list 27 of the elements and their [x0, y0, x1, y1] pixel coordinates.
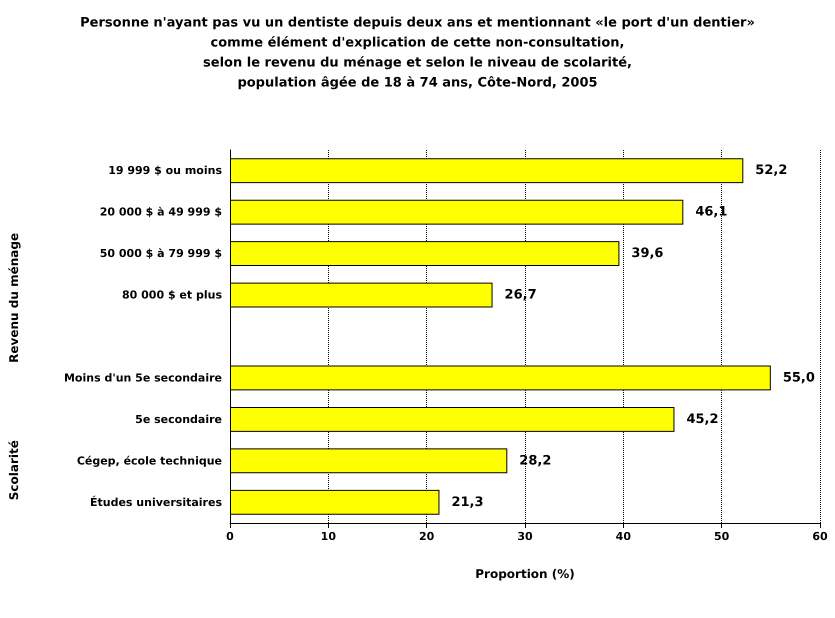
- data-label: 46,1: [695, 204, 728, 220]
- text: Revenu du ménage: [7, 232, 21, 363]
- y-tick-label: 50 000 $ à 79 999 $: [100, 247, 222, 260]
- chart-title: Personne n'ayant pas vu un dentiste depuis deux ans et mentionnant «le port d'un dentier» comme élément d'explication de cette non-consultation, selon le revenu du ménage et selon le niveau de scolarité, population âgée de 18 à 74 ans, Côte-Nord, 2005: [80, 16, 755, 90]
- y-tick-label: 20 000 $ à 49 999 $: [100, 206, 222, 219]
- x-tick-label: 30: [517, 530, 533, 543]
- x-tick-label: 10: [320, 530, 336, 543]
- data-label: 52,2: [755, 163, 788, 178]
- y-tick-label: Moins d'un 5e secondaire: [64, 371, 222, 384]
- x-axis-title: Proportion (%): [475, 567, 575, 581]
- x-tick-label: 20: [419, 530, 435, 543]
- y-tick-label: 19 999 $ ou moins: [108, 164, 222, 178]
- x-tick-label: 40: [616, 530, 632, 543]
- y-tick-label: Études universitaires: [90, 494, 222, 509]
- x-tick-label: 0: [226, 530, 234, 543]
- data-label: 28,2: [519, 453, 552, 468]
- y-tick-label: 5e secondaire: [135, 412, 222, 426]
- y-tick-label: Cégep, école technique: [76, 454, 222, 468]
- data-label: 55,0: [782, 370, 815, 386]
- x-tick-label: 60: [812, 530, 828, 543]
- y-tick-label: 80 000 $ et plus: [122, 288, 222, 302]
- text: Scolarité: [7, 440, 21, 500]
- x-tick-label: 50: [714, 530, 730, 543]
- data-label: 26,7: [504, 288, 537, 303]
- data-label: 21,3: [451, 494, 484, 510]
- data-label: 39,6: [631, 246, 664, 262]
- data-label: 45,2: [686, 412, 719, 427]
